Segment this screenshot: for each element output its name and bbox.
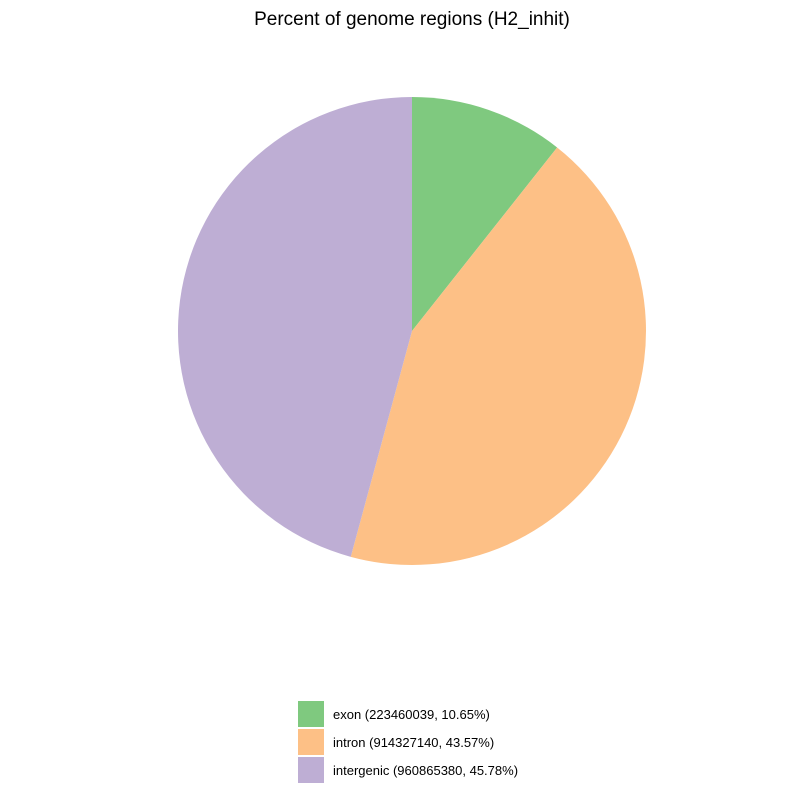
legend-label-exon: exon (223460039, 10.65%): [333, 707, 490, 722]
pie-slices: [177, 97, 646, 566]
legend-swatch-intergenic: [298, 757, 324, 783]
legend-swatch-intron: [298, 729, 324, 755]
pie-slice-intergenic: [177, 97, 412, 557]
legend-label-intron: intron (914327140, 43.57%): [333, 735, 494, 750]
pie-slice-exon: [412, 97, 558, 331]
chart-title: Percent of genome regions (H2_inhit): [254, 9, 570, 30]
legend-swatch-exon: [298, 701, 324, 727]
legend: exon (223460039, 10.65%) intron (91432714…: [298, 701, 518, 783]
legend-label-intergenic: intergenic (960865380, 45.78%): [333, 763, 518, 778]
pie-slice-intron: [350, 147, 646, 566]
